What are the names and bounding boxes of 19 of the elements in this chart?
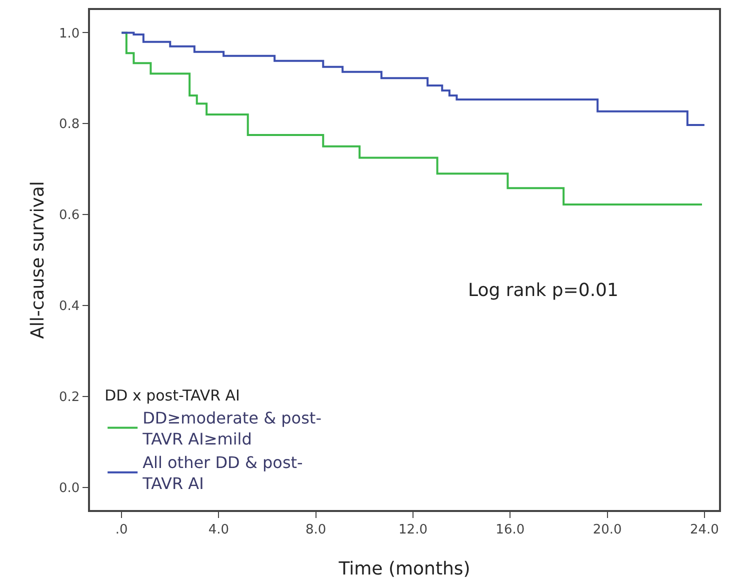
legend-title: DD x post-TAVR AI	[104, 386, 240, 404]
x-tick-label: 4.0	[208, 522, 230, 538]
x-tick-label: 24.0	[690, 522, 719, 538]
x-tick-label: 8.0	[306, 522, 326, 538]
y-tick-label: 0.0	[58, 480, 80, 496]
legend-label: DD≥moderate & post-TAVR AI≥mild	[142, 408, 322, 448]
legend-label: All other DD & post-TAVR AI	[142, 453, 303, 494]
x-tick-label: 20.0	[592, 522, 622, 538]
y-tick-label: 1.0	[58, 26, 80, 42]
y-tick-label: 0.4	[58, 299, 80, 314]
x-tick-label: 16.0	[496, 522, 525, 538]
y-tick-label: 0.8	[58, 117, 80, 132]
y-axis-title: All-cause survival	[28, 181, 48, 339]
x-tick-label: 12.0	[398, 522, 428, 538]
y-tick-label: 0.2	[58, 390, 80, 405]
x-axis-title: Time (months)	[338, 558, 470, 580]
annotation: Log rank p=0.01	[468, 280, 618, 301]
x-tick-label: .0	[115, 522, 128, 538]
y-tick-label: 0.6	[58, 208, 80, 224]
